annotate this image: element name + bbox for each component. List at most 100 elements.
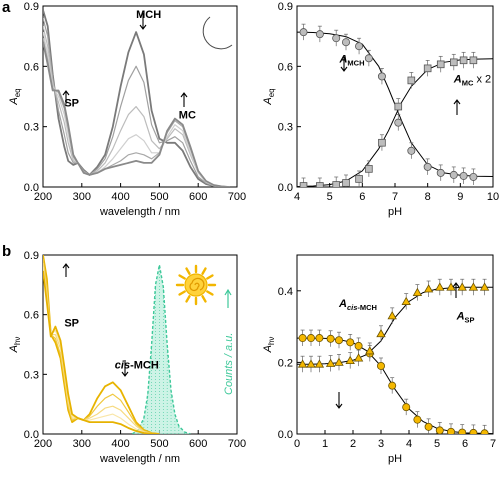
- annotation-label: SP: [64, 318, 79, 330]
- x-tick-label: 5: [434, 438, 440, 450]
- x-tick-label: 300: [73, 438, 91, 450]
- data-point: [480, 429, 489, 434]
- data-point: [447, 427, 455, 434]
- x-axis-label: wavelength / nm: [99, 206, 180, 218]
- x-tick-label: 4: [294, 191, 300, 203]
- annotation-label: AMC x 2: [453, 73, 491, 87]
- data-point: [388, 381, 397, 390]
- x-tick-label: 700: [228, 438, 246, 450]
- x-tick-label: 500: [150, 438, 168, 450]
- data-point: [376, 328, 386, 338]
- moon-shape: [202, 16, 233, 50]
- data-point: [469, 56, 478, 65]
- spectrum-line: [43, 9, 230, 187]
- data-point: [365, 346, 375, 355]
- y-tick-label: 0.3: [24, 122, 39, 134]
- data-point: [435, 426, 444, 434]
- y-tick-label: 0.9: [24, 250, 39, 262]
- data-point: [306, 334, 315, 343]
- annotation-arrowhead: [452, 282, 460, 288]
- x-tick-label: 600: [189, 438, 207, 450]
- data-point: [334, 357, 344, 366]
- x-tick-label: 4: [406, 438, 412, 450]
- data-point: [436, 168, 445, 177]
- data-point: [424, 422, 433, 431]
- data-point: [413, 415, 422, 424]
- sun-ray: [178, 290, 186, 296]
- x-tick-label: 3: [378, 438, 384, 450]
- x-tick-label: 0: [294, 438, 300, 450]
- data-point: [377, 72, 386, 81]
- data-point: [334, 336, 343, 345]
- chart-absorption-light: 200 300 400 500 600 700 0.0 0.3 0.6 0.9 wavelength…: [8, 250, 246, 465]
- counts-arrowhead: [224, 288, 232, 296]
- y-tick-label: 0.0: [24, 182, 39, 194]
- data-point: [469, 428, 478, 434]
- chart-ph-titration-dark: 4 5 6 7 8 9 10 0.0 0.3 0.6 0.9 pH Aeq AMCH AMC x 2: [262, 1, 499, 218]
- sun-ray: [201, 295, 207, 303]
- annotation: AMC x 2: [453, 73, 491, 87]
- annotation: AMCH: [338, 53, 364, 67]
- x-tick-label: 10: [487, 191, 499, 203]
- annotation-arrowhead: [335, 403, 343, 409]
- data-point: [353, 353, 364, 362]
- x-tick-label: 9: [457, 191, 463, 203]
- x-tick-label: 7: [490, 438, 496, 450]
- chart-absorption-dark: 200 300 400 500 600 700 0.0 0.3 0.6 0.9 wavelength…: [8, 1, 246, 218]
- sun-ray: [185, 267, 191, 275]
- data-point: [355, 175, 363, 183]
- annotation-label: SP: [64, 98, 79, 110]
- data-point: [469, 172, 478, 181]
- x-tick-label: 400: [111, 191, 129, 203]
- data-point: [354, 341, 363, 350]
- data-point: [315, 30, 324, 39]
- annotation: Acis-MCH: [338, 298, 377, 312]
- data-point: [449, 58, 458, 67]
- annotation: SP: [64, 318, 79, 330]
- annotation-label: ASP: [456, 310, 475, 324]
- x-tick-label: 300: [73, 191, 91, 203]
- data-point: [342, 179, 350, 187]
- plot-area: [297, 278, 493, 434]
- panel-label-b: b: [2, 243, 11, 260]
- plot-frame: [42, 254, 238, 435]
- spectrum-line: [43, 38, 230, 187]
- data-point: [423, 284, 434, 293]
- x-tick-label: 8: [425, 191, 431, 203]
- data-point: [325, 358, 336, 367]
- secondary-axis-label: Counts / a.u.: [223, 333, 235, 395]
- data-point: [401, 296, 411, 305]
- x-tick-label: 200: [34, 191, 52, 203]
- data-point: [479, 282, 490, 291]
- sun-icon: [175, 264, 217, 306]
- data-point: [316, 182, 324, 187]
- annotation-arrowhead: [180, 92, 188, 98]
- sun-ray: [178, 274, 186, 280]
- x-tick-label: 700: [228, 191, 246, 203]
- annotation-label: AMCH: [338, 53, 364, 67]
- annotation-label: MCH: [136, 9, 161, 21]
- x-tick-label: 5: [327, 191, 333, 203]
- annotation: ASP: [456, 310, 475, 324]
- spectrum-line: [43, 266, 160, 434]
- sun-swirl: [189, 277, 205, 292]
- y-tick-label: 0.4: [278, 286, 293, 298]
- annotation-arrowhead: [121, 371, 129, 377]
- x-tick-label: 6: [462, 438, 468, 450]
- data-point: [407, 146, 416, 155]
- data-point: [297, 359, 308, 368]
- data-point: [345, 355, 355, 365]
- plot-frame: [42, 5, 238, 188]
- data-point: [364, 54, 373, 63]
- y-axis-label: Ahν: [262, 337, 276, 354]
- annotation-arrowhead: [340, 66, 348, 72]
- data-point: [459, 171, 468, 180]
- y-tick-label: 0.3: [278, 122, 293, 134]
- data-point: [376, 361, 385, 370]
- x-tick-label: 1: [322, 438, 328, 450]
- data-point: [387, 311, 397, 320]
- sun-ray: [206, 290, 214, 296]
- data-point: [468, 282, 479, 291]
- spectrum-line: [43, 42, 230, 187]
- data-point: [407, 76, 416, 85]
